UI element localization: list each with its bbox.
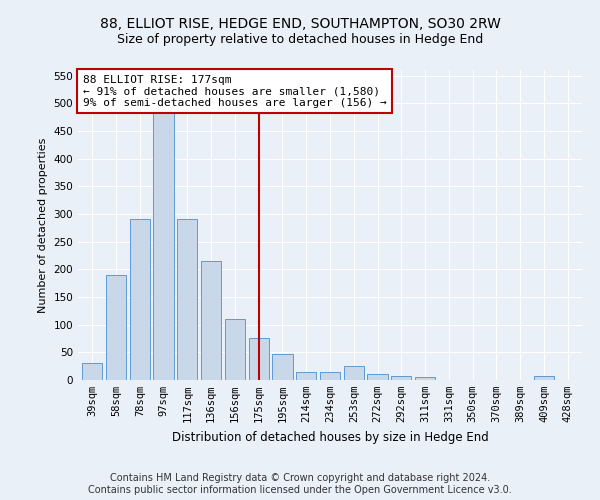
Bar [130, 220, 150, 380]
Bar [248, 338, 269, 380]
Bar [534, 376, 554, 380]
Y-axis label: Number of detached properties: Number of detached properties [38, 138, 48, 312]
Bar [106, 275, 126, 380]
Bar [225, 319, 245, 380]
Bar [201, 261, 221, 380]
Text: Size of property relative to detached houses in Hedge End: Size of property relative to detached ho… [117, 32, 483, 46]
Bar [367, 374, 388, 380]
Bar [344, 366, 364, 380]
X-axis label: Distribution of detached houses by size in Hedge End: Distribution of detached houses by size … [172, 430, 488, 444]
Bar [177, 220, 197, 380]
Bar [82, 364, 103, 380]
Text: 88 ELLIOT RISE: 177sqm
← 91% of detached houses are smaller (1,580)
9% of semi-d: 88 ELLIOT RISE: 177sqm ← 91% of detached… [83, 74, 387, 108]
Bar [272, 354, 293, 380]
Bar [320, 372, 340, 380]
Text: Contains HM Land Registry data © Crown copyright and database right 2024.
Contai: Contains HM Land Registry data © Crown c… [88, 474, 512, 495]
Bar [296, 372, 316, 380]
Bar [154, 98, 173, 380]
Text: 88, ELLIOT RISE, HEDGE END, SOUTHAMPTON, SO30 2RW: 88, ELLIOT RISE, HEDGE END, SOUTHAMPTON,… [100, 18, 500, 32]
Bar [415, 377, 435, 380]
Bar [391, 376, 412, 380]
